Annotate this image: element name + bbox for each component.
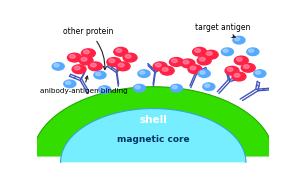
Circle shape: [94, 71, 106, 79]
Circle shape: [54, 64, 59, 67]
Circle shape: [241, 64, 255, 72]
Circle shape: [203, 83, 215, 91]
Circle shape: [89, 62, 102, 71]
Circle shape: [116, 62, 130, 71]
Text: other protein: other protein: [63, 27, 114, 70]
Circle shape: [183, 60, 189, 64]
Circle shape: [74, 66, 80, 70]
Circle shape: [204, 50, 218, 59]
Circle shape: [206, 52, 212, 55]
Circle shape: [90, 63, 96, 67]
Circle shape: [197, 56, 211, 65]
Circle shape: [232, 72, 246, 81]
Circle shape: [190, 66, 196, 70]
Circle shape: [162, 68, 168, 71]
Circle shape: [79, 56, 93, 65]
Circle shape: [68, 53, 81, 62]
Circle shape: [118, 63, 124, 67]
Circle shape: [234, 56, 248, 65]
Text: anibody-antigen binding: anibody-antigen binding: [40, 76, 127, 94]
Circle shape: [254, 70, 266, 77]
Circle shape: [155, 63, 161, 67]
Circle shape: [235, 37, 240, 41]
Circle shape: [234, 74, 240, 77]
Circle shape: [133, 84, 145, 92]
Circle shape: [125, 55, 131, 58]
Circle shape: [100, 87, 106, 90]
Circle shape: [114, 47, 128, 56]
Circle shape: [172, 85, 177, 89]
Circle shape: [200, 71, 205, 74]
Polygon shape: [60, 108, 246, 162]
Text: magnetic core: magnetic core: [117, 135, 190, 144]
Circle shape: [109, 59, 115, 63]
Circle shape: [72, 65, 86, 74]
Circle shape: [172, 59, 177, 63]
Circle shape: [135, 85, 140, 89]
Circle shape: [64, 80, 76, 88]
Circle shape: [243, 65, 249, 68]
Circle shape: [123, 53, 137, 62]
Circle shape: [52, 63, 64, 70]
Circle shape: [107, 58, 121, 66]
Circle shape: [96, 72, 101, 76]
Text: target antigen: target antigen: [195, 23, 251, 37]
Circle shape: [116, 49, 122, 52]
Circle shape: [160, 66, 174, 75]
Polygon shape: [33, 87, 274, 156]
Circle shape: [198, 70, 210, 77]
Circle shape: [181, 59, 195, 68]
Circle shape: [188, 65, 202, 74]
Circle shape: [195, 49, 201, 52]
Text: shell: shell: [139, 115, 167, 125]
Circle shape: [153, 62, 167, 71]
Circle shape: [249, 49, 254, 52]
Circle shape: [225, 66, 239, 75]
Circle shape: [205, 84, 210, 87]
Circle shape: [233, 36, 245, 44]
Circle shape: [223, 49, 228, 52]
Circle shape: [170, 84, 182, 92]
Circle shape: [199, 57, 205, 61]
Circle shape: [170, 58, 183, 66]
Circle shape: [193, 47, 207, 56]
Circle shape: [65, 81, 71, 84]
Circle shape: [221, 48, 234, 56]
Circle shape: [83, 50, 89, 54]
Circle shape: [140, 71, 145, 74]
Circle shape: [70, 55, 75, 58]
Circle shape: [227, 68, 233, 71]
Circle shape: [138, 70, 150, 77]
Circle shape: [81, 49, 95, 58]
Circle shape: [99, 86, 111, 93]
Circle shape: [247, 48, 259, 56]
Circle shape: [256, 71, 261, 74]
Circle shape: [237, 57, 242, 61]
Circle shape: [81, 57, 87, 61]
